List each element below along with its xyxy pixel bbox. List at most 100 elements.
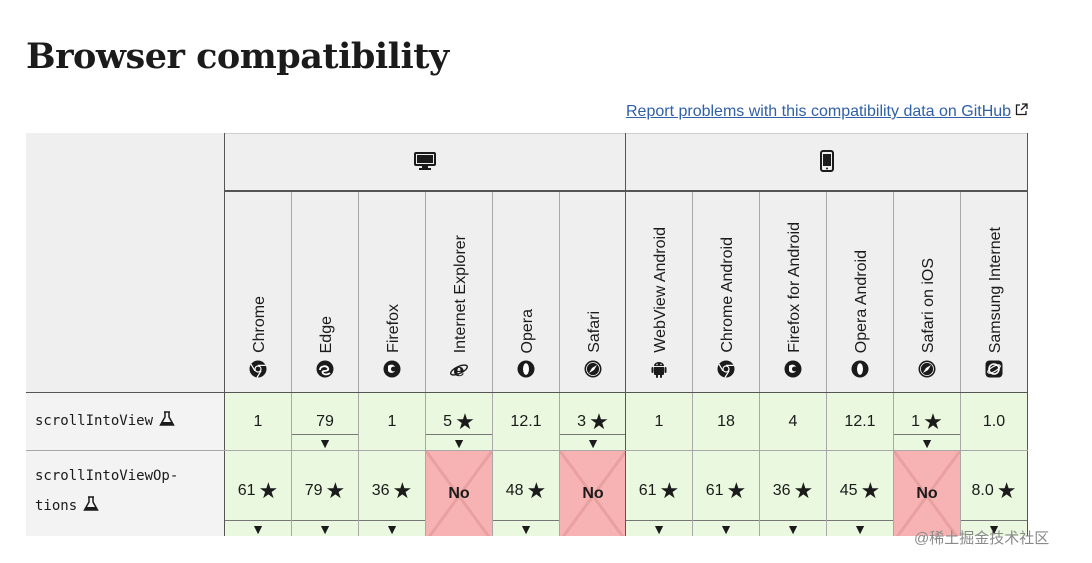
support-cell[interactable]: 61 ★ ▼ <box>225 451 291 536</box>
support-cell[interactable]: 48 ★ ▼ <box>493 451 559 536</box>
platform-mobile <box>626 133 1028 192</box>
support-cell[interactable]: 1 ★ ▼ <box>894 393 960 451</box>
version-number: 1 <box>387 413 397 430</box>
feature-name-line2[interactable]: tions <box>35 496 99 516</box>
notes-toggle[interactable]: ▼ <box>961 520 1027 536</box>
support-cell[interactable]: 1 <box>225 393 291 450</box>
report-problems-link[interactable]: Report problems with this compatibility … <box>626 103 1028 121</box>
feature-name[interactable]: scrollIntoView <box>35 411 175 431</box>
compat-table: Chrome Edge Firefox Internet Explorer e Opera… <box>26 133 1028 536</box>
support-cell[interactable]: 5 ★ ▼ <box>426 393 492 451</box>
notes-toggle[interactable]: ▼ <box>894 434 960 451</box>
chevron-down-icon: ▼ <box>318 435 332 451</box>
notes-toggle[interactable]: ▼ <box>292 520 358 536</box>
support-cell[interactable]: 61 ★ ▼ <box>693 451 759 536</box>
support-cell[interactable]: 1 <box>359 393 425 450</box>
support-cell[interactable]: 8.0 ★ ▼ <box>961 451 1027 536</box>
support-value: No <box>448 485 470 502</box>
chevron-down-icon: ▼ <box>385 521 399 536</box>
browser-header: Chrome Android <box>693 192 759 392</box>
notes-toggle[interactable]: ▼ <box>693 520 759 536</box>
support-cell[interactable]: 3 ★ ▼ <box>560 393 626 451</box>
version-number: 12.1 <box>844 413 876 430</box>
version-number: 36 <box>772 482 791 499</box>
support-cell[interactable]: 45 ★ ▼ <box>827 451 893 536</box>
browser-header: Internet Explorer e <box>426 192 492 392</box>
grid-divider <box>224 190 1028 192</box>
opera-icon <box>517 360 535 378</box>
support-version: 61 ★ <box>693 478 759 503</box>
grid-divider <box>291 191 292 536</box>
chevron-down-icon: ▼ <box>519 521 533 536</box>
support-cell[interactable]: 1 <box>626 393 692 450</box>
feature-row-label: scrollIntoViewOp- tions <box>26 451 224 536</box>
version-number: 1.0 <box>982 413 1006 430</box>
chevron-down-icon: ▼ <box>251 521 265 536</box>
support-cell-no[interactable]: No <box>424 450 494 536</box>
support-cell[interactable]: 1.0 <box>961 393 1027 450</box>
partial-support-star-icon: ★ <box>793 478 814 503</box>
header-corner <box>26 133 224 392</box>
page-title: Browser compatibility <box>26 36 449 77</box>
support-cell[interactable]: 79 ★ ▼ <box>292 451 358 536</box>
notes-toggle[interactable]: ▼ <box>827 520 893 536</box>
support-cell[interactable]: 4 <box>760 393 826 450</box>
support-version: 4 <box>760 413 826 431</box>
browser-header: Opera Android <box>827 192 893 392</box>
partial-support-star-icon: ★ <box>726 478 747 503</box>
support-cell[interactable]: 36 ★ ▼ <box>760 451 826 536</box>
version-number: 1 <box>253 413 263 430</box>
support-version: 79 ★ <box>292 480 358 502</box>
feature-name-text: scrollIntoView <box>35 413 154 429</box>
support-version: 8.0 ★ <box>961 480 1027 502</box>
support-cell[interactable]: 12.1 <box>827 393 893 450</box>
chevron-down-icon: ▼ <box>652 521 666 536</box>
notes-toggle[interactable]: ▼ <box>560 434 626 451</box>
partial-support-star-icon: ★ <box>860 478 881 503</box>
version-number: 1 <box>911 413 921 430</box>
support-version: 36 ★ <box>760 478 826 503</box>
chrome-icon <box>249 360 267 378</box>
grid-divider <box>1027 133 1028 536</box>
feature-row-label: scrollIntoView <box>26 393 224 450</box>
support-cell[interactable]: 36 ★ ▼ <box>359 451 425 536</box>
version-number: 48 <box>505 482 524 499</box>
desktop-icon <box>414 151 436 175</box>
partial-support-star-icon: ★ <box>659 478 680 503</box>
grid-divider <box>826 191 827 536</box>
notes-toggle[interactable]: ▼ <box>426 434 492 451</box>
grid-divider <box>960 191 961 536</box>
ie-icon: e <box>450 360 468 381</box>
browser-header: Firefox for Android <box>760 192 826 392</box>
browser-header: Opera <box>493 192 559 392</box>
support-cell-no[interactable]: No <box>892 450 962 536</box>
notes-toggle[interactable]: ▼ <box>760 520 826 536</box>
report-problems-link-text: Report problems with this compatibility … <box>626 103 1012 120</box>
safari-icon <box>584 360 602 378</box>
support-cell-no[interactable]: No <box>558 450 628 536</box>
grid-divider <box>358 191 359 536</box>
grid-divider <box>26 392 1028 393</box>
support-version: 61 ★ <box>626 478 692 503</box>
notes-toggle[interactable]: ▼ <box>359 520 425 536</box>
browser-name: Internet Explorer <box>452 234 469 353</box>
support-version: 3 ★ <box>560 411 626 433</box>
support-version: 12.1 <box>493 413 559 431</box>
version-number: 12.1 <box>510 413 542 430</box>
notes-toggle[interactable]: ▼ <box>626 520 692 536</box>
notes-toggle[interactable]: ▼ <box>493 520 559 536</box>
feature-name[interactable]: scrollIntoViewOp- <box>35 468 179 484</box>
watermark: @稀土掘金技术社区 <box>914 530 1050 547</box>
support-cell[interactable]: 79 ▼ <box>292 393 358 451</box>
support-value: No <box>582 485 604 502</box>
browser-header: Safari <box>560 192 626 392</box>
support-version: 1.0 <box>961 413 1027 431</box>
support-cell[interactable]: 18 <box>693 393 759 450</box>
notes-toggle[interactable]: ▼ <box>225 520 291 536</box>
firefox-icon <box>383 360 401 378</box>
support-cell[interactable]: 61 ★ ▼ <box>626 451 692 536</box>
notes-toggle[interactable]: ▼ <box>292 434 358 451</box>
support-cell[interactable]: 12.1 <box>493 393 559 450</box>
browser-header: Firefox <box>359 192 425 392</box>
grid-divider <box>492 191 493 536</box>
